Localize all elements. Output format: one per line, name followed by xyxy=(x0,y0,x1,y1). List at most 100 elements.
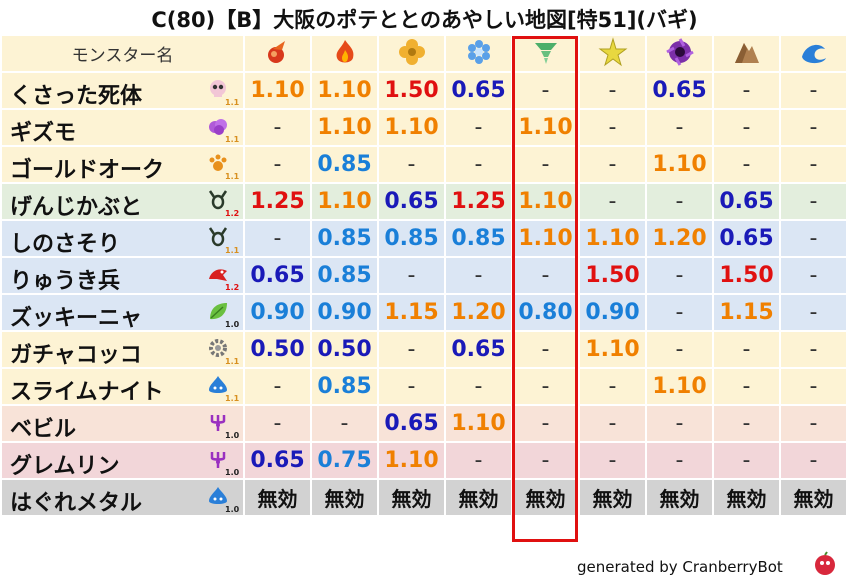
resistance-value: - xyxy=(781,406,848,443)
slime-icon xyxy=(207,485,229,507)
resistance-value: - xyxy=(647,406,714,443)
resistance-value: 0.65 xyxy=(714,221,781,258)
monster-name-cell: ベビル 1.0 xyxy=(2,406,245,443)
monster-rows: くさった死体 1.1 1.10 1.10 1.50 0.65- -0.65- - ギズモ 1.1 -… xyxy=(2,73,848,517)
resistance-value: - xyxy=(714,73,781,110)
monster-name-cell: ガチャコッコ 1.1 xyxy=(2,332,245,369)
water-icon xyxy=(781,36,848,73)
resistance-value: 0.65 xyxy=(647,73,714,110)
resistance-value: 0.80 xyxy=(513,295,580,332)
resistance-value: 0.85 xyxy=(312,147,379,184)
cranberry-bot-icon xyxy=(812,551,838,581)
resistance-value: - xyxy=(446,147,513,184)
monster-row: スライムナイト 1.1-0.85- - - -1.10- - xyxy=(2,369,848,406)
resistance-value: - xyxy=(446,110,513,147)
skull-icon xyxy=(207,78,229,100)
monster-level: 1.1 xyxy=(225,357,240,366)
resistance-value: - xyxy=(513,332,580,369)
resistance-value: 1.10 xyxy=(513,184,580,221)
resistance-value: - xyxy=(379,258,446,295)
resistance-value: 1.15 xyxy=(379,295,446,332)
resistance-value: 1.25 xyxy=(446,184,513,221)
monster-row: りゅうき兵 1.2 0.65 0.85- - -1.50-1.50- xyxy=(2,258,848,295)
resistance-value: - xyxy=(580,406,647,443)
resistance-value: - xyxy=(245,221,312,258)
monster-name: げんじかぶと xyxy=(10,195,143,220)
ice-icon xyxy=(446,36,513,73)
resistance-value: 0.65 xyxy=(714,184,781,221)
monster-name: しのさそり xyxy=(10,232,121,257)
resistance-value: - xyxy=(781,110,848,147)
monster-name: ゴールドオーク xyxy=(10,158,165,183)
resistance-value: - xyxy=(513,443,580,480)
monster-name: グレムリン xyxy=(10,454,120,479)
monster-row: グレムリン 1.0 0.65 0.75 1.10- - - - - - xyxy=(2,443,848,480)
resistance-value: 0.85 xyxy=(312,221,379,258)
resistance-value: - xyxy=(647,258,714,295)
resistance-value: 1.10 xyxy=(647,369,714,406)
flame-icon xyxy=(312,36,379,73)
resistance-value: 1.50 xyxy=(580,258,647,295)
monster-level: 1.2 xyxy=(225,283,240,292)
monster-level: 1.0 xyxy=(225,320,240,329)
monster-name-cell: はぐれメタル 1.0 xyxy=(2,480,245,517)
resistance-value: - xyxy=(781,258,848,295)
monster-name-cell: ギズモ 1.1 xyxy=(2,110,245,147)
resistance-value: - xyxy=(379,147,446,184)
monster-name-cell: りゅうき兵 1.2 xyxy=(2,258,245,295)
resistance-value: 0.90 xyxy=(245,295,312,332)
resistance-value: - xyxy=(781,369,848,406)
resistance-value: 0.85 xyxy=(379,221,446,258)
resistance-value: - xyxy=(781,147,848,184)
resistance-value: 0.85 xyxy=(312,369,379,406)
resistance-value: 1.50 xyxy=(714,258,781,295)
resistance-value: 1.10 xyxy=(312,110,379,147)
resistance-value: 1.10 xyxy=(647,147,714,184)
resistance-value: - xyxy=(647,443,714,480)
resistance-value: 0.65 xyxy=(245,443,312,480)
monster-name-cell: ゴールドオーク 1.1 xyxy=(2,147,245,184)
resistance-value: 0.50 xyxy=(312,332,379,369)
resistance-value: 無効 xyxy=(245,480,312,517)
monster-name-cell: グレムリン 1.0 xyxy=(2,443,245,480)
header-row: モンスター名 xyxy=(2,36,848,73)
monster-row: ゴールドオーク 1.1-0.85- - - -1.10- - xyxy=(2,147,848,184)
gear-icon xyxy=(207,337,229,359)
monster-row: くさった死体 1.1 1.10 1.10 1.50 0.65- -0.65- - xyxy=(2,73,848,110)
fire-icon xyxy=(245,36,312,73)
trident-icon xyxy=(207,411,229,433)
resistance-value: - xyxy=(781,332,848,369)
monster-level: 1.1 xyxy=(225,135,240,144)
monster-name: ガチャコッコ xyxy=(10,343,142,368)
rock-icon xyxy=(714,36,781,73)
resistance-value: - xyxy=(647,184,714,221)
resistance-value: 0.65 xyxy=(379,184,446,221)
resistance-value: 1.10 xyxy=(312,184,379,221)
monster-name: りゅうき兵 xyxy=(10,269,121,294)
resistance-value: 0.50 xyxy=(245,332,312,369)
monster-name: ギズモ xyxy=(10,121,77,146)
resistance-value: - xyxy=(513,258,580,295)
resistance-value: - xyxy=(513,147,580,184)
resistance-value: 無効 xyxy=(647,480,714,517)
resistance-value: 0.90 xyxy=(312,295,379,332)
resistance-value: - xyxy=(781,221,848,258)
resistance-value: - xyxy=(446,369,513,406)
resistance-value: 1.15 xyxy=(714,295,781,332)
resistance-value: - xyxy=(781,184,848,221)
resistance-value: 0.65 xyxy=(245,258,312,295)
monster-row: しのさそり 1.1-0.85 0.85 0.85 1.10 1.10 1.20 0.65- xyxy=(2,221,848,258)
resistance-value: 無効 xyxy=(312,480,379,517)
resistance-value: 0.90 xyxy=(580,295,647,332)
wind-icon xyxy=(513,36,580,73)
monster-level: 1.1 xyxy=(225,98,240,107)
resistance-value: - xyxy=(781,295,848,332)
monster-row: はぐれメタル 1.0 無効 無効 無効 無効 無効 無効 無効 無効 無効 xyxy=(2,480,848,517)
resistance-value: - xyxy=(647,110,714,147)
gas-cloud-icon xyxy=(207,115,229,137)
light-icon xyxy=(580,36,647,73)
monster-name-cell: げんじかぶと 1.2 xyxy=(2,184,245,221)
resistance-value: - xyxy=(714,369,781,406)
resistance-value: 1.25 xyxy=(245,184,312,221)
resistance-value: 無効 xyxy=(781,480,848,517)
